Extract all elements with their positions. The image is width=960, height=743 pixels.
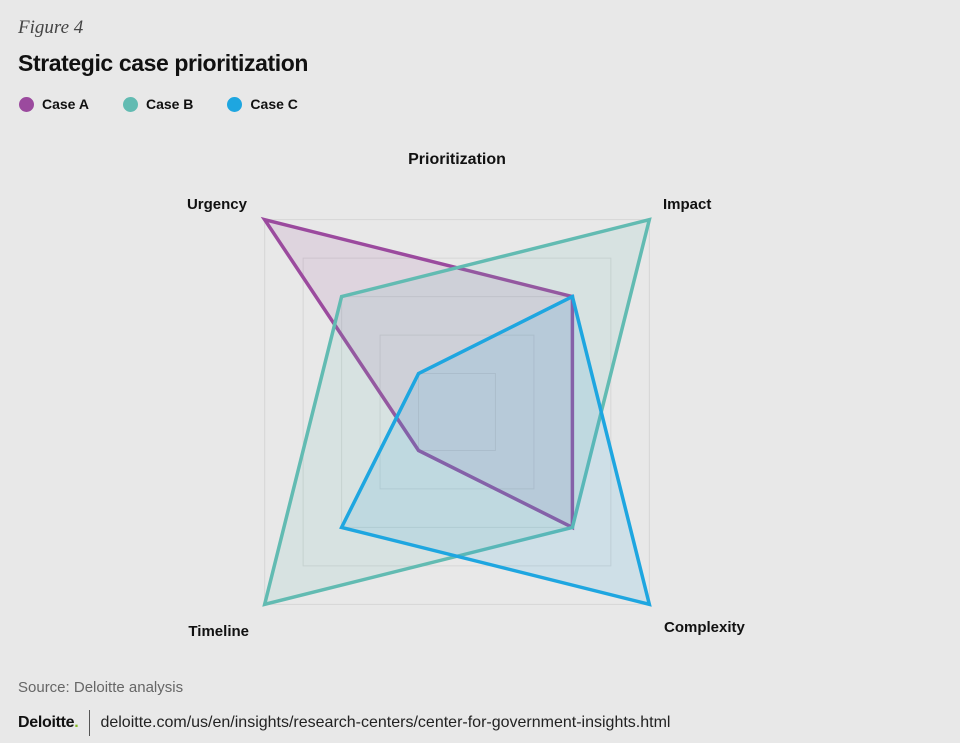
axis-label-complexity: Complexity xyxy=(664,619,746,636)
legend-swatch-case-c xyxy=(227,96,243,112)
radar-series xyxy=(260,216,652,607)
source-note: Source: Deloitte analysis xyxy=(18,679,184,696)
series-case-c xyxy=(339,294,652,607)
figure-label: Figure 4 xyxy=(18,17,84,38)
chart-heading: Strategic case prioritization xyxy=(18,50,309,76)
radar-grid xyxy=(264,219,650,605)
brand-dot: . xyxy=(74,714,79,731)
brand-name: Deloitte xyxy=(18,714,75,731)
footer-url[interactable]: deloitte.com/us/en/insights/research-cen… xyxy=(100,714,671,731)
axis-label-timeline: Timeline xyxy=(188,623,249,640)
grid-ring-2 xyxy=(379,334,535,490)
legend-label-case-a: Case A xyxy=(42,96,89,112)
legend-item-case-c: Case C xyxy=(227,96,298,112)
grid-ring-4 xyxy=(302,257,612,567)
deloitte-logo: Deloitte. xyxy=(18,714,79,732)
legend-swatch-case-b xyxy=(122,96,138,112)
grid-ring-1 xyxy=(418,373,496,451)
legend-item-case-a: Case A xyxy=(19,96,89,112)
legend-label-case-b: Case B xyxy=(145,96,194,112)
legend: Case A Case B Case C xyxy=(19,96,332,112)
legend-swatch-case-a xyxy=(19,96,34,112)
legend-item-case-b: Case B xyxy=(122,96,194,112)
axis-label-impact: Impact xyxy=(663,196,711,213)
chart-title: Prioritization xyxy=(408,151,506,168)
series-case-b xyxy=(262,217,652,607)
radar-chart: Prioritization Urgency Impact Complexity… xyxy=(187,151,746,640)
axis-label-urgency: Urgency xyxy=(187,196,248,213)
legend-label-case-c: Case C xyxy=(250,96,298,112)
footer-divider xyxy=(89,710,91,736)
footer: Deloitte. deloitte.com/us/en/insights/re… xyxy=(18,710,670,736)
